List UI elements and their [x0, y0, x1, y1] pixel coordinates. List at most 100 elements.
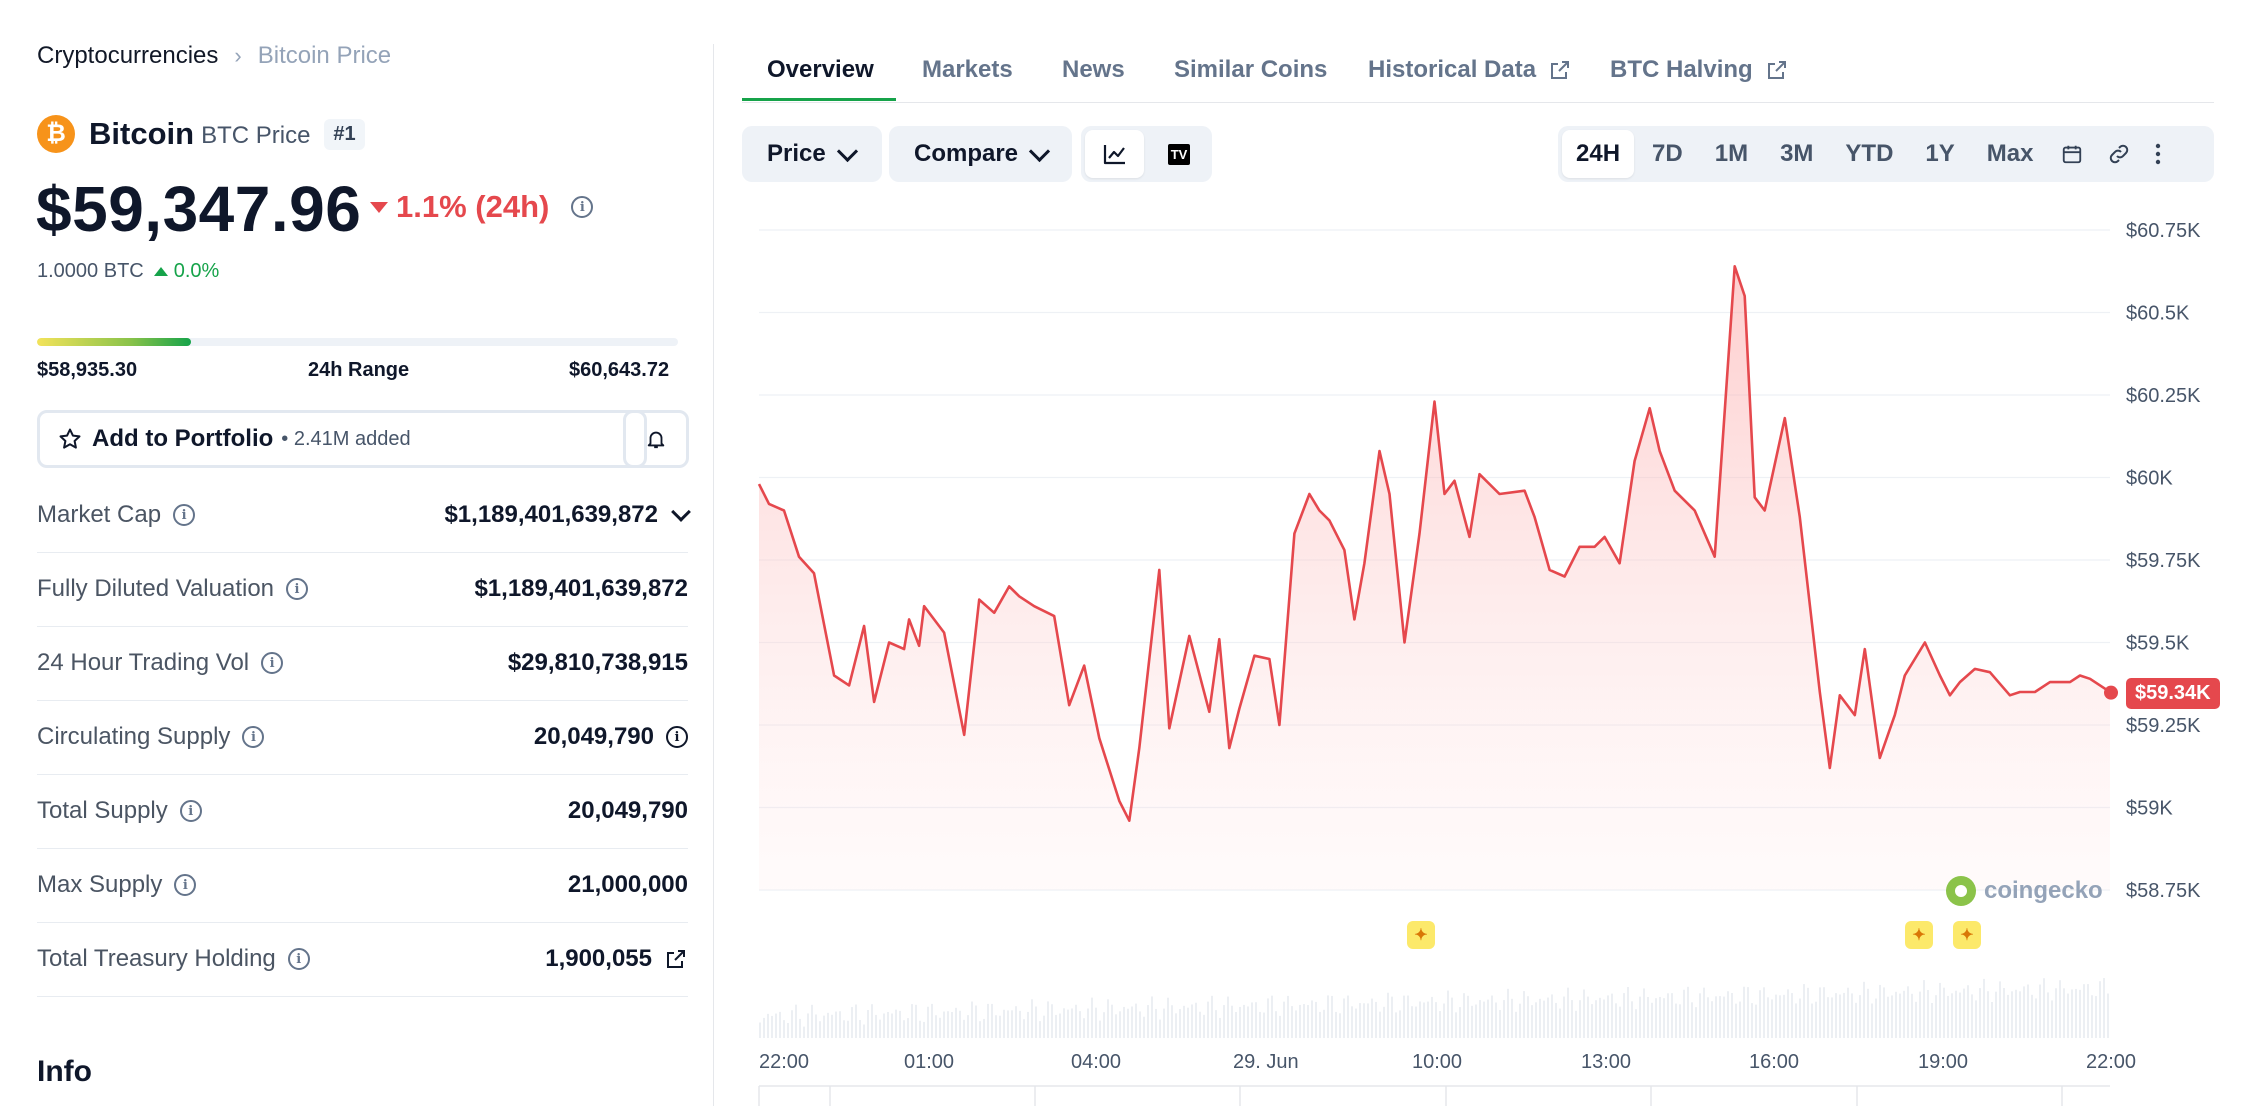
volume-bar: [1863, 981, 1865, 1038]
add-to-portfolio-button[interactable]: Add to Portfolio • 2.41M added: [37, 410, 647, 468]
volume-bar: [1291, 1006, 1293, 1038]
link-icon: [2110, 144, 2129, 164]
volume-bar: [1299, 1004, 1301, 1038]
volume-bar: [1815, 1001, 1817, 1038]
volume-bar: [2103, 978, 2105, 1038]
volume-bar: [943, 1011, 945, 1038]
line-chart-button[interactable]: [1085, 130, 1144, 178]
range-1y-button[interactable]: 1Y: [1925, 140, 1955, 167]
info-icon[interactable]: i: [261, 652, 284, 674]
volume-bar: [1323, 1009, 1325, 1038]
volume-bar: [775, 1013, 777, 1038]
external-link-icon[interactable]: [664, 947, 688, 971]
tradingview-button[interactable]: TV: [1150, 130, 1208, 178]
volume-bar: [1307, 1005, 1309, 1038]
volume-bar: [835, 1011, 837, 1038]
share-link-button[interactable]: [2097, 130, 2141, 178]
volume-bar: [1263, 1012, 1265, 1038]
event-marker-icon[interactable]: ✦: [1905, 921, 1933, 949]
price-dropdown[interactable]: Price: [742, 126, 882, 182]
info-icon[interactable]: i: [571, 196, 594, 218]
volume-bar: [1895, 991, 1897, 1038]
volume-bar: [1707, 997, 1709, 1038]
tab-news[interactable]: News: [1062, 56, 1125, 83]
chart-type-toggle: TV: [1081, 126, 1212, 182]
volume-bar: [947, 1011, 949, 1038]
volume-bar: [1511, 998, 1513, 1038]
volume-bar: [1907, 986, 1909, 1038]
volume-bar: [1075, 1004, 1077, 1038]
volume-bar: [1727, 991, 1729, 1038]
calendar-button[interactable]: [2051, 130, 2093, 178]
volume-bar: [1103, 1012, 1105, 1038]
volume-bar: [1859, 995, 1861, 1038]
event-marker-icon[interactable]: ✦: [1953, 921, 1981, 949]
volume-bar: [1735, 1003, 1737, 1038]
volume-bar: [1931, 1003, 1933, 1038]
info-icon[interactable]: i: [174, 874, 197, 896]
compare-dropdown[interactable]: Compare: [889, 126, 1072, 182]
volume-bar: [1919, 991, 1921, 1038]
volume-bar: [1271, 995, 1273, 1038]
volume-bar: [1487, 999, 1489, 1038]
event-marker-icon[interactable]: ✦: [1407, 921, 1435, 949]
volume-bar: [2047, 992, 2049, 1038]
volume-bar: [1891, 995, 1893, 1038]
range-3m-button[interactable]: 3M: [1780, 140, 1814, 167]
coin-name: Bitcoin: [89, 116, 195, 151]
tab-overview[interactable]: Overview: [767, 56, 874, 83]
stat-row-total-supply: Total Supply i 20,049,790: [37, 774, 688, 849]
info-icon[interactable]: i: [666, 726, 688, 748]
tab-historical-data[interactable]: Historical Data: [1368, 56, 1572, 84]
volume-bar: [1235, 1012, 1237, 1038]
breadcrumb-cryptocurrencies[interactable]: Cryptocurrencies: [37, 42, 219, 69]
volume-bar: [1939, 982, 1941, 1038]
range-ytd-button[interactable]: YTD: [1845, 140, 1894, 167]
range-7d-button[interactable]: 7D: [1652, 140, 1683, 167]
tab-btc-halving[interactable]: BTC Halving: [1610, 56, 1789, 84]
volume-bar: [1671, 993, 1673, 1038]
info-icon[interactable]: i: [287, 948, 310, 970]
stat-row-market-cap: Market Cap i $1,189,401,639,872: [37, 478, 691, 553]
volume-bar: [847, 1020, 849, 1038]
volume-bar: [1599, 997, 1601, 1038]
volume-bar: [1295, 1010, 1297, 1038]
range-max-button[interactable]: Max: [1986, 140, 2034, 167]
volume-bar: [1351, 1006, 1353, 1038]
volume-bar: [1759, 990, 1761, 1038]
volume-bar: [1575, 1010, 1577, 1038]
info-icon[interactable]: i: [286, 578, 309, 600]
info-icon[interactable]: i: [179, 800, 202, 822]
range-24h-button[interactable]: 24H: [1562, 130, 1635, 178]
info-icon[interactable]: i: [173, 504, 196, 526]
volume-bar: [831, 1014, 833, 1038]
stat-value: $1,189,401,639,872: [444, 501, 658, 528]
stat-row-fdv: Fully Diluted Valuation i $1,189,401,639,…: [37, 552, 688, 627]
volume-bar: [1607, 995, 1609, 1038]
volume-bar: [851, 1007, 853, 1038]
volume-bar: [1339, 1013, 1341, 1038]
volume-bar: [2083, 984, 2085, 1038]
price-line: [757, 265, 2111, 822]
volume-bar: [1151, 996, 1153, 1038]
info-icon[interactable]: i: [242, 726, 265, 748]
more-options-button[interactable]: [2145, 130, 2171, 178]
tab-similar-coins[interactable]: Similar Coins: [1174, 56, 1328, 83]
volume-bar: [1835, 993, 1837, 1038]
volume-bar: [1259, 1011, 1261, 1038]
range-high: $60,643.72: [569, 359, 670, 381]
volume-bar: [1275, 1011, 1277, 1038]
volume-bar: [1887, 996, 1889, 1038]
volume-bar: [1423, 1002, 1425, 1038]
y-tick-label: $59.75K: [2126, 550, 2201, 572]
volume-bar: [1427, 1001, 1429, 1038]
line-chart-icon: [1103, 145, 1125, 165]
price-alert-button[interactable]: [623, 410, 689, 468]
tab-markets[interactable]: Markets: [922, 56, 1013, 83]
volume-bar: [1571, 1000, 1573, 1038]
volume-bar: [1627, 986, 1629, 1038]
volume-bar: [1535, 1002, 1537, 1038]
volume-bar: [1655, 998, 1657, 1038]
range-1m-button[interactable]: 1M: [1714, 140, 1749, 167]
